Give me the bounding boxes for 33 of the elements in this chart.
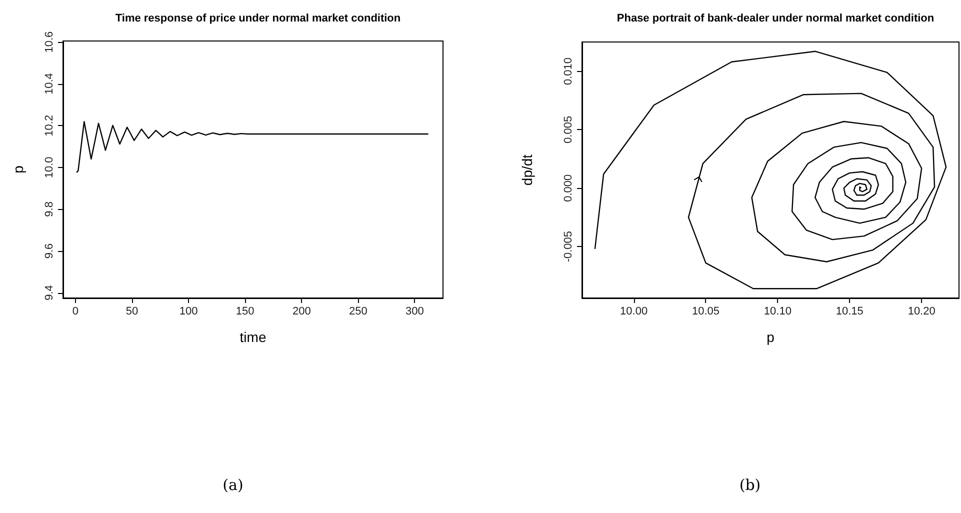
x-tick-label: 10.00	[620, 306, 648, 318]
y-axis-title: p	[10, 165, 26, 174]
x-tick-label: 10.20	[908, 306, 936, 318]
y-tick-label: 10.0	[44, 156, 56, 178]
x-tick-label: 150	[236, 306, 254, 318]
y-tick-label: 10.2	[44, 114, 56, 136]
line-series	[594, 50, 947, 290]
x-tick-label: 200	[292, 306, 311, 318]
y-tick-label: 0.010	[562, 57, 574, 85]
y-tick-label: 9.6	[44, 243, 56, 259]
x-tick-label: 10.05	[692, 306, 720, 318]
y-tick-label: 9.4	[44, 285, 56, 300]
x-tick-label: 10.10	[764, 306, 792, 318]
y-tick-label: 9.8	[44, 202, 56, 217]
y-tick-label: 10.4	[44, 73, 56, 95]
line-series	[76, 121, 429, 174]
chart-title: Time response of price under normal market condition	[115, 12, 401, 24]
x-tick-label: 100	[179, 306, 198, 318]
y-tick-label: 0.000	[562, 174, 574, 202]
y-axis-title: dp/dt	[519, 154, 535, 186]
chart-title: Phase portrait of bank-dealer under normal market condition	[616, 12, 934, 24]
y-tick-label: 10.6	[44, 31, 56, 53]
x-tick-label: 0	[72, 306, 79, 318]
x-axis-title: time	[240, 329, 266, 345]
x-tick-label: 300	[406, 306, 424, 318]
y-tick-label: 0.005	[562, 116, 574, 144]
text: (a)	[222, 476, 244, 494]
x-tick-label: 50	[126, 306, 138, 318]
text: (b)	[738, 476, 762, 494]
x-axis-title: p	[766, 329, 775, 345]
x-tick-label: 250	[349, 306, 368, 318]
y-tick-label: -0.005	[562, 230, 574, 262]
x-tick-label: 10.15	[836, 306, 864, 318]
